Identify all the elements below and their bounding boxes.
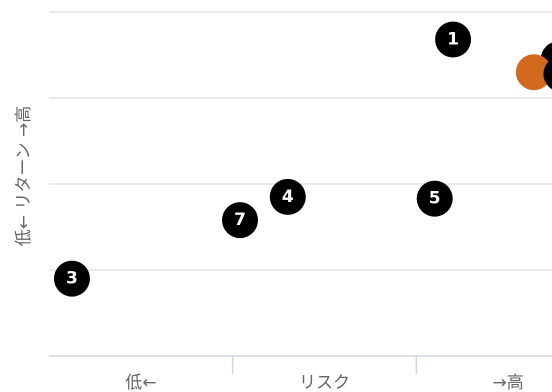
x-tick-label: リスク — [299, 373, 350, 392]
x-tick-labels: 低← リスク →高 — [125, 373, 524, 392]
point-marker — [543, 58, 552, 90]
data-point: 3 — [53, 260, 90, 297]
point-label: 4 — [282, 187, 294, 207]
point-marker — [269, 178, 306, 215]
point-marker — [222, 202, 259, 239]
x-tick-label: 低← — [125, 373, 156, 392]
point-label: 7 — [234, 210, 246, 230]
point-label: 5 — [429, 189, 441, 209]
x-tick-label: →高 — [493, 373, 524, 392]
data-points: 12864573 — [53, 21, 552, 297]
point-marker — [515, 54, 552, 91]
point-label: 1 — [447, 30, 459, 50]
point-label: 3 — [66, 269, 78, 289]
data-point: 4 — [269, 178, 306, 215]
data-point: 7 — [222, 202, 259, 239]
x-axis — [49, 355, 552, 374]
y-axis-title: 低← リターン →高 — [14, 106, 34, 246]
point-marker — [416, 180, 453, 217]
data-point: 8 — [543, 58, 552, 90]
point-marker — [53, 260, 90, 297]
data-point: 1 — [435, 21, 472, 58]
data-point — [515, 54, 552, 91]
gridlines — [49, 11, 552, 271]
point-marker — [435, 21, 472, 58]
data-point: 5 — [416, 180, 453, 217]
